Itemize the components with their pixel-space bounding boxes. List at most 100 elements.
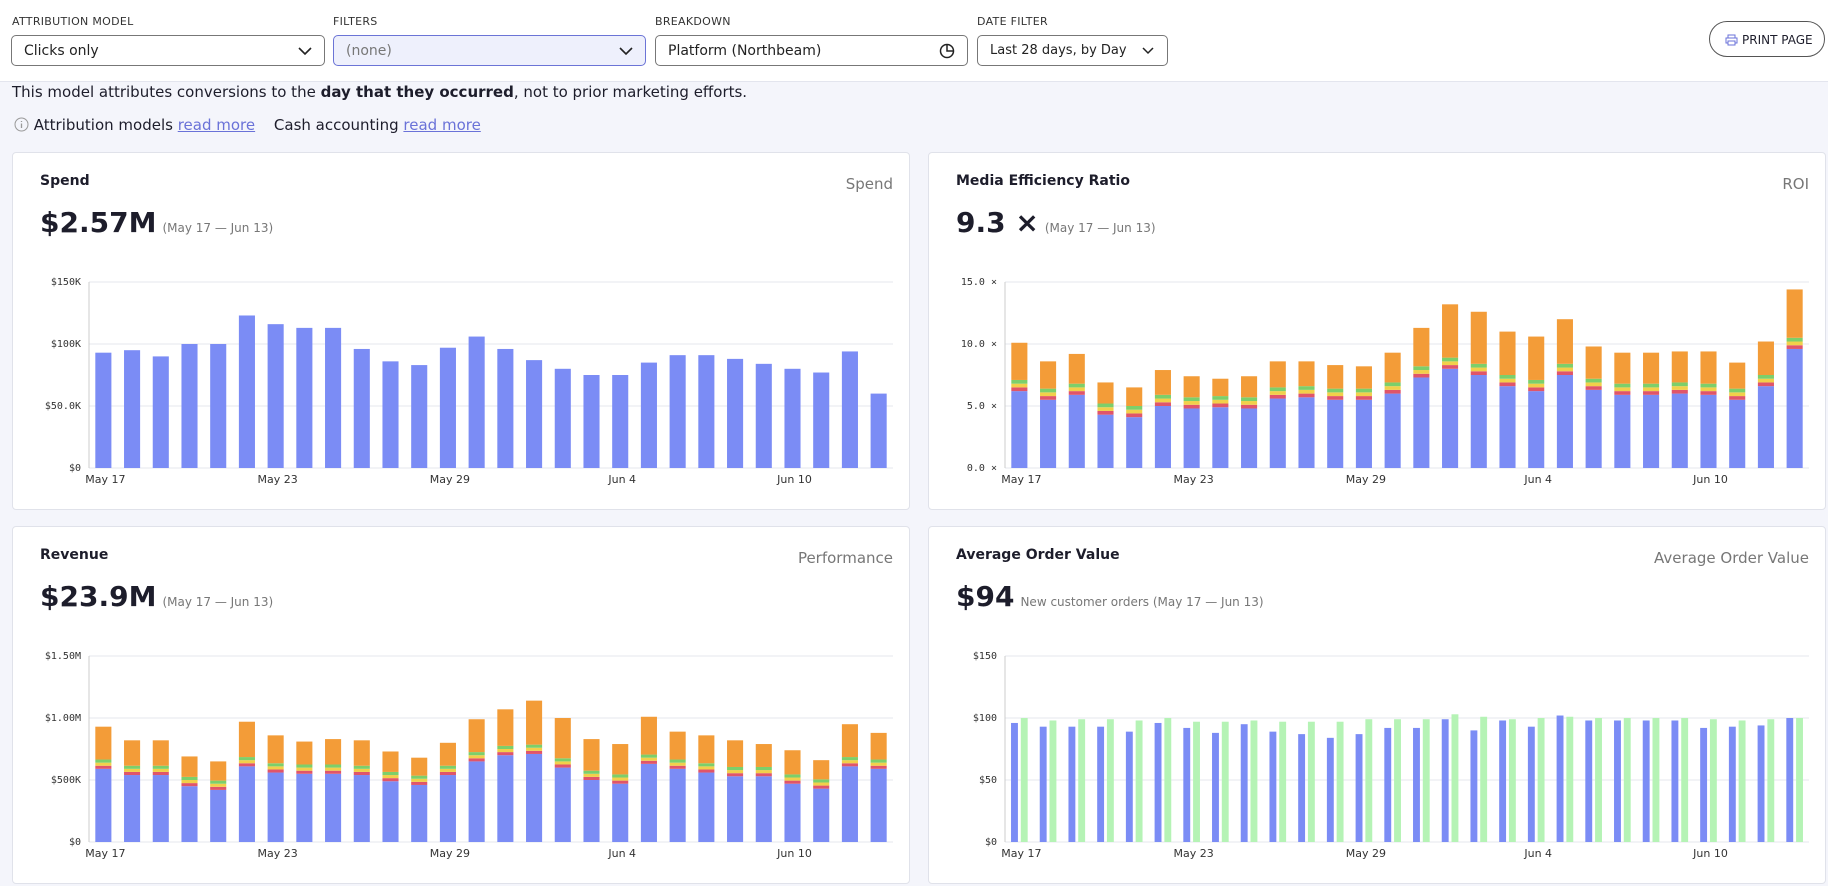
bar <box>1614 387 1631 392</box>
bar <box>210 780 227 784</box>
bar <box>727 766 744 771</box>
bar <box>841 766 858 842</box>
bar <box>238 315 255 468</box>
bar <box>1355 396 1372 400</box>
bar <box>1097 414 1114 468</box>
bar <box>526 750 543 754</box>
bar <box>870 762 887 766</box>
print-button[interactable]: PRINT PAGE <box>1709 21 1825 57</box>
bar <box>1135 720 1143 842</box>
x-tick-label: Jun 10 <box>1692 847 1728 860</box>
bar <box>1183 727 1191 842</box>
bar <box>1700 351 1717 384</box>
bar <box>382 361 399 468</box>
bar <box>1327 396 1344 400</box>
text: , not to prior marketing efforts. <box>513 83 748 101</box>
bar <box>353 765 370 769</box>
description: This model attributes conversions to the… <box>12 83 747 101</box>
bar <box>870 768 887 842</box>
bar <box>1585 386 1602 390</box>
date-select[interactable]: Last 28 days, by Day <box>977 35 1168 66</box>
bar <box>1241 404 1258 409</box>
bar <box>411 365 428 468</box>
bar <box>411 757 428 776</box>
bar <box>1595 718 1602 842</box>
metric-label: Spend <box>845 175 893 193</box>
bar <box>1212 732 1219 842</box>
bar <box>1040 388 1057 393</box>
bar <box>1528 383 1545 388</box>
bar <box>841 351 858 468</box>
headline-value: 9.3 × <box>956 206 1039 239</box>
bar <box>1355 392 1372 397</box>
bar <box>1269 391 1286 395</box>
links: Attribution models read more Cash accoun… <box>14 116 495 134</box>
bar <box>1097 382 1114 404</box>
bar <box>1154 394 1171 399</box>
bar <box>1643 394 1660 468</box>
bar <box>1681 718 1689 842</box>
bar <box>1499 720 1507 842</box>
bar <box>583 770 600 774</box>
x-tick-label: Jun 4 <box>607 847 636 860</box>
text: Cash accounting <box>273 116 399 134</box>
bar <box>526 744 543 748</box>
link[interactable]: read more <box>177 116 256 134</box>
breakdown-select[interactable]: Platform (Northbeam) <box>655 35 968 66</box>
bar <box>181 776 198 780</box>
bar <box>1269 387 1286 392</box>
bar <box>554 368 571 468</box>
bar <box>612 774 629 778</box>
bar <box>1413 373 1430 378</box>
attribution-select[interactable]: Clicks only <box>11 35 325 66</box>
bar <box>267 324 284 468</box>
bar <box>1212 396 1229 400</box>
bar <box>238 760 255 764</box>
chevron <box>1142 47 1154 55</box>
bar <box>669 768 686 842</box>
bar <box>1011 722 1018 842</box>
bar <box>1786 345 1803 349</box>
bar <box>554 758 571 762</box>
y-tick-label: $100K <box>51 339 81 350</box>
label: FILTERS <box>333 15 378 28</box>
bar <box>325 770 342 774</box>
value: Platform (Northbeam) <box>668 43 822 59</box>
bar <box>526 700 543 745</box>
bar <box>497 752 514 756</box>
bar <box>181 783 198 787</box>
bar <box>1011 342 1028 380</box>
bar <box>870 393 887 468</box>
bar <box>1757 386 1774 468</box>
bar <box>1413 327 1430 367</box>
link[interactable]: read more <box>403 116 481 134</box>
bar <box>1327 365 1344 389</box>
bar <box>1671 382 1688 387</box>
bar <box>1384 352 1401 383</box>
bar <box>612 780 629 784</box>
headline: $94 New customer orders (May 17 — Jun 13) <box>956 580 1264 613</box>
bar <box>1556 371 1573 375</box>
bar <box>382 778 399 782</box>
x-tick-label: Jun 4 <box>607 473 636 486</box>
bar <box>612 744 629 775</box>
bar <box>1394 719 1401 842</box>
bar <box>296 767 313 771</box>
bar <box>1643 391 1660 395</box>
chart-card: Revenue Performance $23.9M (May 17 — Jun 13… <box>12 526 910 884</box>
bar <box>1126 413 1143 418</box>
x-tick-label: May 29 <box>1346 847 1386 860</box>
y-tick-label: 5.0 × <box>967 401 997 412</box>
bar <box>468 761 485 842</box>
filters-select[interactable]: (none) <box>333 35 646 66</box>
bar <box>238 766 255 842</box>
bar <box>554 761 571 765</box>
bar <box>497 755 514 842</box>
x-tick-label: Jun 10 <box>1692 473 1728 486</box>
chart: 0.0 × 5.0 × 10.0 × 15.0 × May 17 May 23 May 29… <box>961 277 1809 486</box>
bar <box>1068 391 1085 395</box>
card-title: Media Efficiency Ratio <box>956 173 1130 189</box>
bar <box>1643 387 1660 392</box>
bar <box>1422 719 1430 842</box>
